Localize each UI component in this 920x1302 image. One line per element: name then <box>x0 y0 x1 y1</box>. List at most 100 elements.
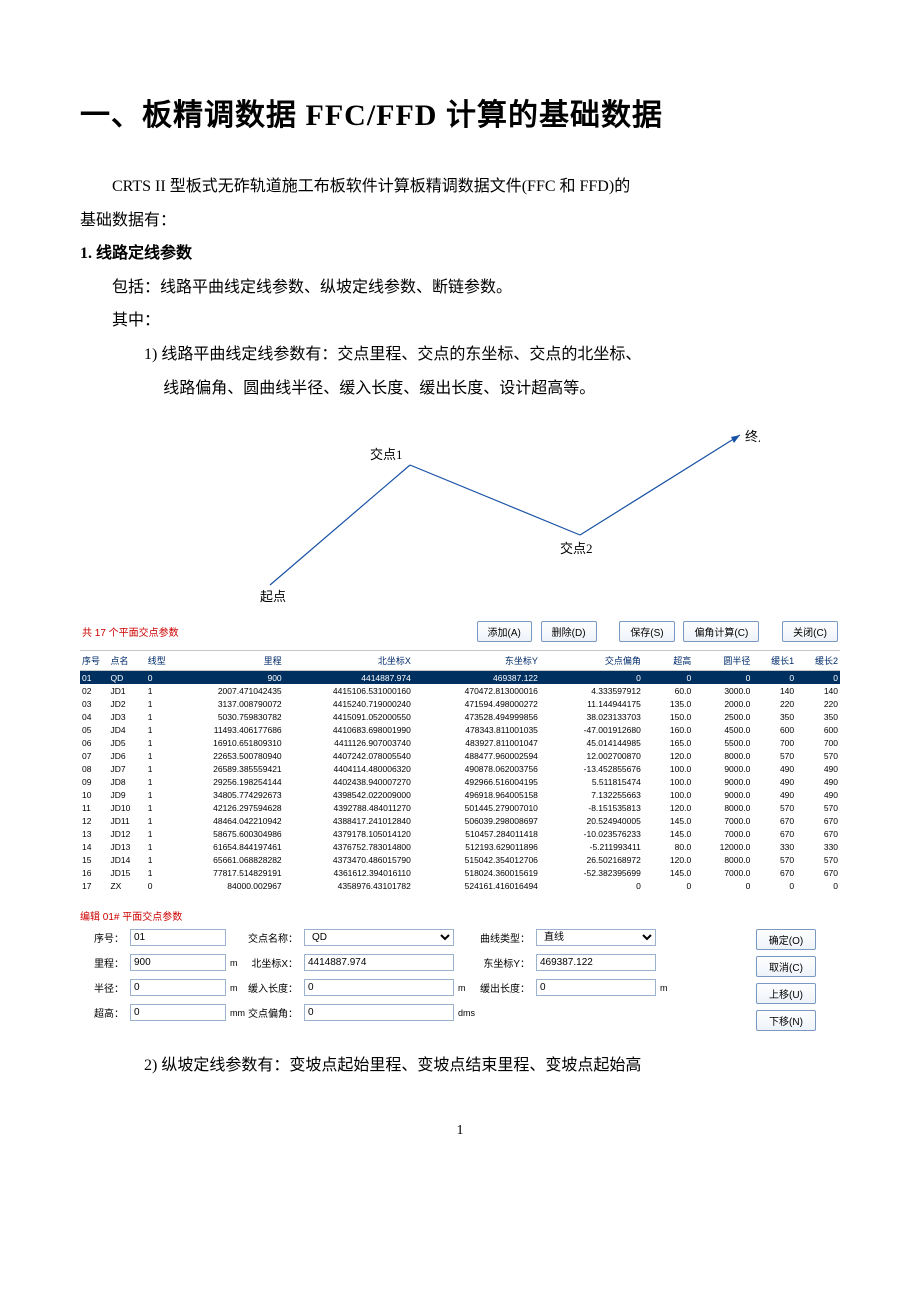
col-header: 北坐标X <box>284 651 413 671</box>
input-in[interactable] <box>304 979 454 996</box>
table-cell: 1 <box>146 736 174 749</box>
label-n: 北坐标X： <box>244 955 300 970</box>
table-cell: 510457.284011418 <box>413 827 540 840</box>
table-cell: 900 <box>174 671 284 685</box>
table-cell: 0 <box>146 671 174 685</box>
input-out[interactable] <box>536 979 656 996</box>
table-row[interactable]: 14JD13161654.8441974614376752.7830148005… <box>80 840 840 853</box>
table-cell: 140 <box>796 684 840 697</box>
table-cell: 670 <box>796 814 840 827</box>
table-row[interactable]: 08JD7126589.3855594214404114.48000632049… <box>80 762 840 775</box>
table-row[interactable]: 15JD14165661.0688282824373470.4860157905… <box>80 853 840 866</box>
col-header: 线型 <box>146 651 174 671</box>
table-cell: JD11 <box>108 814 145 827</box>
table-cell: JD6 <box>108 749 145 762</box>
main-heading: 一、板精调数据 FFC/FFD 计算的基础数据 <box>80 90 840 134</box>
table-cell: 48464.042210942 <box>174 814 284 827</box>
edit-panel: 编辑 01# 平面交点参数 序号： 交点名称： QD 曲线类型： 直线 里程： … <box>80 908 840 1037</box>
label-in: 缓入长度： <box>244 980 300 995</box>
down-button[interactable]: 下移(N) <box>756 1010 816 1031</box>
heading-prefix: 一、板精调数据 <box>80 99 297 132</box>
table-cell: 2007.471042435 <box>174 684 284 697</box>
table-cell: 4415240.719000240 <box>284 697 413 710</box>
table-row[interactable]: 16JD15177817.5148291914361612.3940161105… <box>80 866 840 879</box>
table-cell: 7000.0 <box>693 827 752 840</box>
table-row[interactable]: 11JD10142126.2975946284392788.4840112705… <box>80 801 840 814</box>
table-row[interactable]: 13JD12158675.6003049864379178.1050141205… <box>80 827 840 840</box>
table-cell: 1 <box>146 684 174 697</box>
table-cell: 0 <box>752 671 796 685</box>
input-e[interactable] <box>536 954 656 971</box>
col-header: 东坐标Y <box>413 651 540 671</box>
col-header: 点名 <box>108 651 145 671</box>
table-cell: 515042.354012706 <box>413 853 540 866</box>
table-cell: 478343.811001035 <box>413 723 540 736</box>
diagram-label-start: 起点 <box>260 589 286 604</box>
input-ang[interactable] <box>304 1004 454 1021</box>
unit-m-4: m <box>660 983 670 993</box>
table-cell: 501445.279007010 <box>413 801 540 814</box>
table-cell: 16 <box>80 866 108 879</box>
table-cell: 4407242.078005540 <box>284 749 413 762</box>
table-cell: 45.014144985 <box>540 736 643 749</box>
table-row[interactable]: 05JD4111493.4061776864410683.69800199047… <box>80 723 840 736</box>
table-row[interactable]: 01QD09004414887.974469387.12200000 <box>80 671 840 685</box>
table-cell: 20.524940005 <box>540 814 643 827</box>
table-row[interactable]: 06JD5116910.6518093104411126.90700374048… <box>80 736 840 749</box>
table-cell: 670 <box>752 866 796 879</box>
table-cell: 03 <box>80 697 108 710</box>
table-cell: 670 <box>752 814 796 827</box>
save-button[interactable]: 保存(S) <box>619 621 674 642</box>
unit-mm: mm <box>230 1008 240 1018</box>
add-button[interactable]: 添加(A) <box>477 621 532 642</box>
table-cell: 1 <box>146 801 174 814</box>
table-cell: 220 <box>752 697 796 710</box>
table-row[interactable]: 09JD8129256.1982541444402438.94000727049… <box>80 775 840 788</box>
table-row[interactable]: 17ZX084000.0029674358976.43101782524161.… <box>80 879 840 892</box>
calc-button[interactable]: 偏角计算(C) <box>683 621 759 642</box>
section1-li1: 1) 线路平曲线定线参数有：交点里程、交点的东坐标、交点的北坐标、 <box>80 338 840 372</box>
heading-suffix: 计算的基础数据 <box>446 99 663 132</box>
close-button[interactable]: 关闭(C) <box>782 621 838 642</box>
up-button[interactable]: 上移(U) <box>756 983 816 1004</box>
table-cell: 15 <box>80 853 108 866</box>
table-cell: 4361612.394016110 <box>284 866 413 879</box>
section1-title: 1. 线路定线参数 <box>80 237 840 271</box>
table-cell: 02 <box>80 684 108 697</box>
input-mile[interactable] <box>130 954 226 971</box>
table-row[interactable]: 04JD315030.7598307824415091.052000550473… <box>80 710 840 723</box>
table-cell: 330 <box>752 840 796 853</box>
select-type[interactable]: 直线 <box>536 929 656 946</box>
table-cell: 5030.759830782 <box>174 710 284 723</box>
select-name[interactable]: QD <box>304 929 454 946</box>
table-cell: JD13 <box>108 840 145 853</box>
table-cell: 14 <box>80 840 108 853</box>
cancel-button[interactable]: 取消(C) <box>756 956 816 977</box>
delete-button[interactable]: 删除(D) <box>541 621 597 642</box>
section1-li2: 2) 纵坡定线参数有：变坡点起始里程、变坡点结束里程、变坡点起始高 <box>80 1049 840 1083</box>
table-row[interactable]: 12JD11148464.0422109424388417.2410128405… <box>80 814 840 827</box>
input-r[interactable] <box>130 979 226 996</box>
table-cell: -47.001912680 <box>540 723 643 736</box>
table-cell: 05 <box>80 723 108 736</box>
table-cell: JD7 <box>108 762 145 775</box>
table-cell: 12000.0 <box>693 840 752 853</box>
table-row[interactable]: 03JD213137.0087900724415240.719000240471… <box>80 697 840 710</box>
table-row[interactable]: 07JD6122653.5007809404407242.07800554048… <box>80 749 840 762</box>
ok-button[interactable]: 确定(O) <box>756 929 816 950</box>
table-row[interactable]: 10JD9134805.7742926734398542.02200900049… <box>80 788 840 801</box>
table-cell: JD5 <box>108 736 145 749</box>
table-row[interactable]: 02JD112007.4710424354415106.531000160470… <box>80 684 840 697</box>
table-cell: 473528.494999856 <box>413 710 540 723</box>
table-cell: 570 <box>796 801 840 814</box>
input-seq[interactable] <box>130 929 226 946</box>
input-n[interactable] <box>304 954 454 971</box>
table-cell: QD <box>108 671 145 685</box>
table-cell: -5.211993411 <box>540 840 643 853</box>
table-cell: 3137.008790072 <box>174 697 284 710</box>
section1-label: 1. <box>80 245 92 262</box>
table-cell: 524161.416016494 <box>413 879 540 892</box>
table-cell: 4379178.105014120 <box>284 827 413 840</box>
table-cell: -8.151535813 <box>540 801 643 814</box>
input-sup[interactable] <box>130 1004 226 1021</box>
